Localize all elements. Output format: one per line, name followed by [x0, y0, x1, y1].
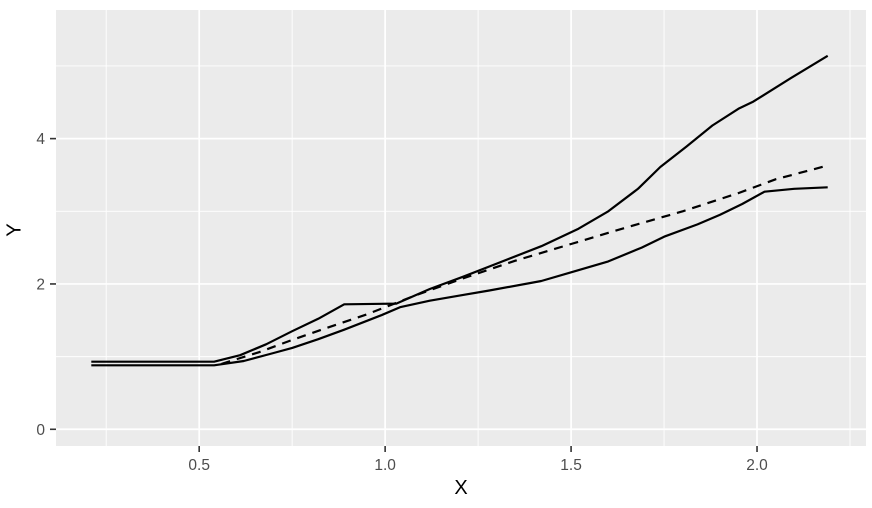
panel-background	[56, 10, 866, 446]
dashed-middle-curve	[221, 164, 828, 365]
x-axis-title: X	[454, 477, 468, 499]
y-axis-title: Y	[3, 223, 26, 237]
x-tick-label: 2.0	[746, 457, 768, 474]
y-tick-label: 0	[36, 422, 45, 439]
upper-solid-curve	[91, 54, 829, 363]
x-tick-label: 1.5	[560, 457, 582, 474]
x-tick-label: 0.5	[188, 457, 210, 474]
y-tick-label: 2	[36, 276, 45, 293]
lower-solid-curve	[91, 186, 828, 367]
x-tick-label: 1.0	[374, 457, 396, 474]
y-tick-label: 4	[36, 131, 45, 148]
